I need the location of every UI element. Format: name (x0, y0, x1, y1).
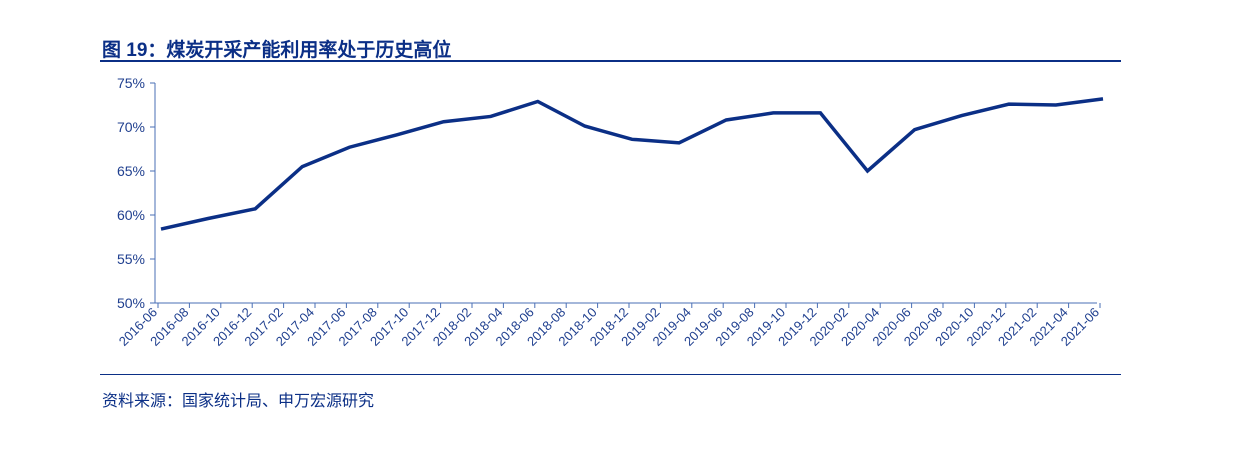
title-divider (100, 60, 1121, 62)
y-tick-label: 70% (117, 119, 145, 135)
y-tick-label: 55% (117, 251, 145, 267)
source-divider (100, 374, 1121, 375)
source-note: 资料来源：国家统计局、申万宏源研究 (102, 393, 375, 410)
series-line (160, 97, 1104, 231)
chart-title: 图 19：煤炭开采产能利用率处于历史高位 (102, 40, 452, 61)
y-tick-label: 75% (117, 75, 145, 91)
y-tick-label: 65% (117, 163, 145, 179)
y-tick-label: 50% (117, 295, 145, 311)
y-tick-label: 60% (117, 207, 145, 223)
